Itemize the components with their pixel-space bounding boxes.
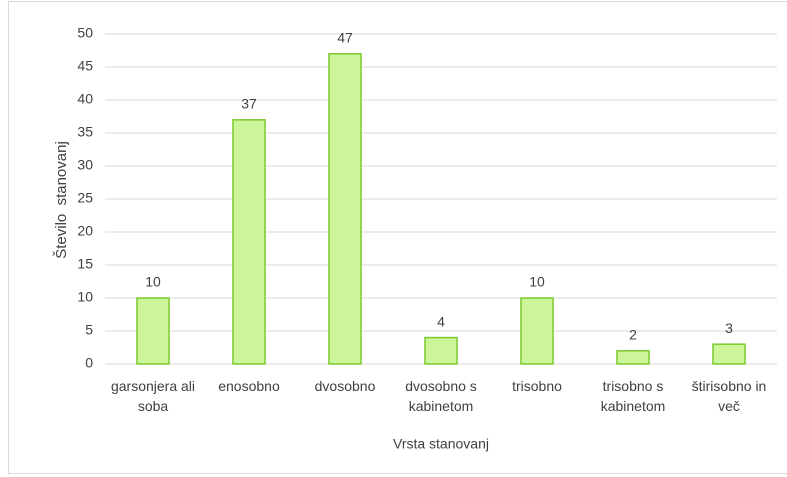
x-tick-label: garsonjera ali soba [110,378,196,414]
y-tick-label: 10 [77,289,93,305]
x-tick-label: enosobno [218,378,280,394]
y-tick-label: 40 [77,91,93,107]
data-label: 47 [337,30,353,46]
y-tick-label: 15 [77,256,93,272]
y-tick-label: 5 [85,322,93,338]
data-label: 2 [629,327,637,343]
y-tick-label: 45 [77,58,93,74]
x-tick-label: dvosobno s kabinetom [405,378,477,414]
y-tick-label: 0 [85,355,93,371]
y-tick-label: 25 [77,190,93,206]
x-tick-label: štirisobno in več [691,378,767,414]
y-tick-label: 35 [77,124,93,140]
bar [616,350,650,365]
bar [328,53,362,365]
data-label: 3 [725,320,733,336]
bar [424,336,458,365]
x-axis-title: Vrsta stanovanj [393,436,489,452]
data-label: 4 [437,313,445,329]
data-label: 10 [529,274,545,290]
chart-border [8,1,787,474]
bar [520,297,554,365]
x-tick-label: trisobno s kabinetom [600,378,666,414]
y-axis-title: Število stanovanj [53,141,70,259]
bar [136,297,170,365]
x-tick-label: dvosobno [314,378,376,394]
data-label: 10 [145,274,161,290]
y-tick-label: 30 [77,157,93,173]
bar [232,119,266,365]
y-tick-label: 50 [77,25,93,41]
x-tick-label: trisobno [512,378,562,394]
y-tick-label: 20 [77,223,93,239]
bar [712,343,746,365]
data-label: 37 [241,96,257,112]
